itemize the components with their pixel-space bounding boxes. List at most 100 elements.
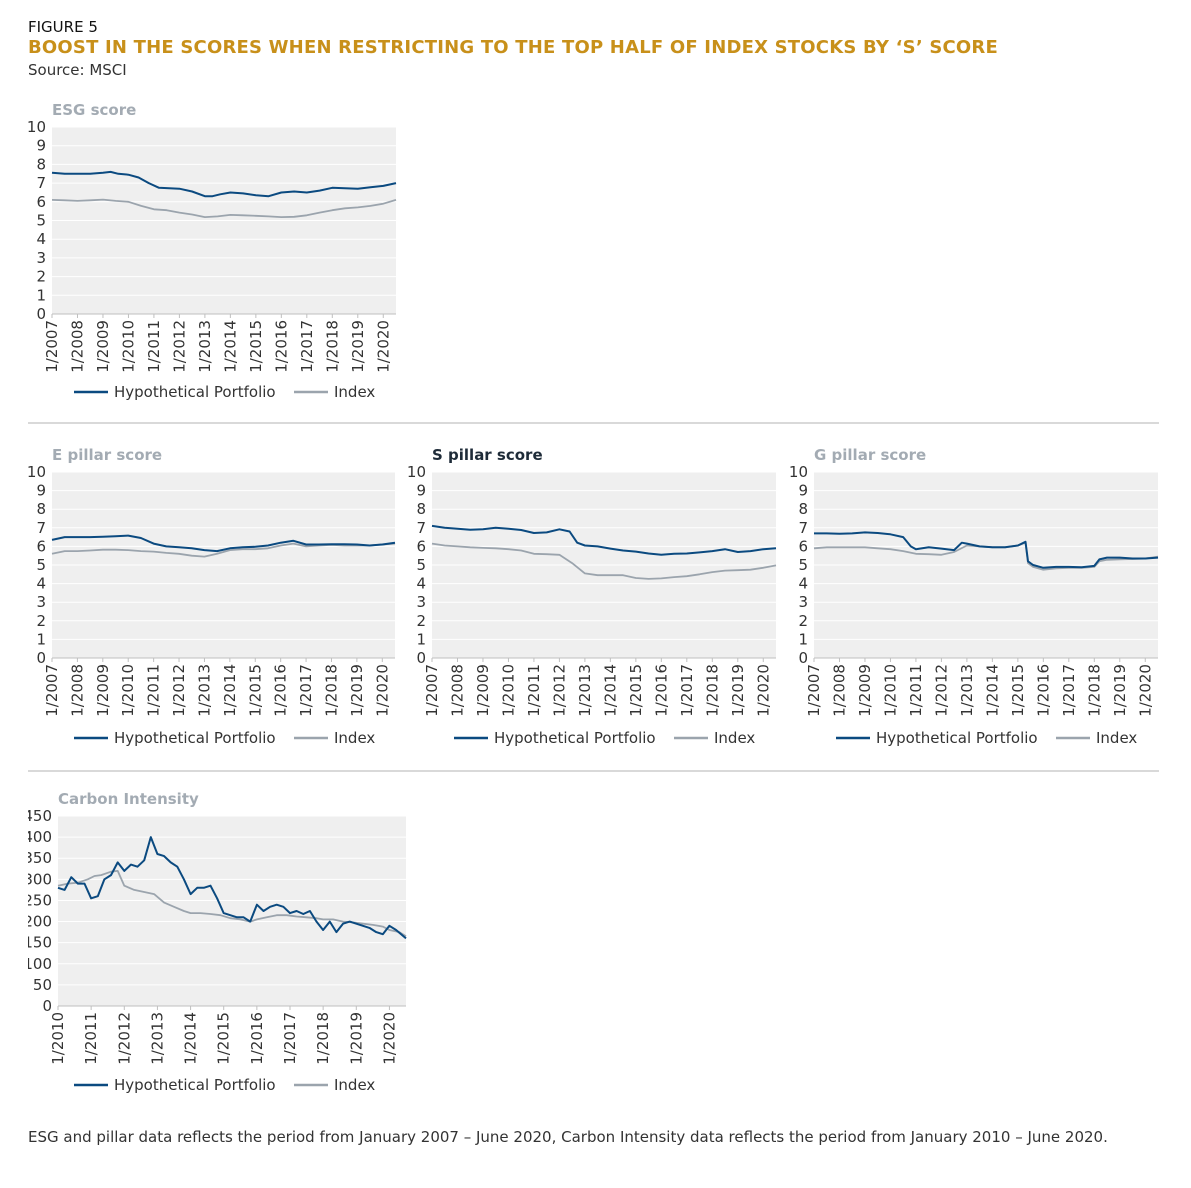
chart-panel-e: E pillar score 0 1 2 3 4 5 6 7 8 9 10 1/2007 1/2008 1/… <box>28 440 408 760</box>
x-tick-label: 1/2014 <box>182 1012 200 1065</box>
x-tick-label: 1/2011 <box>145 320 163 373</box>
x-tick-label: 1/2016 <box>248 1012 266 1065</box>
x-tick-label: 1/2007 <box>43 664 61 717</box>
y-tick-label: 2 <box>798 612 808 630</box>
x-tick-label: 1/2017 <box>678 664 696 717</box>
y-tick-label: 1 <box>36 630 46 648</box>
x-tick-label: 1/2009 <box>94 664 112 717</box>
x-tick-label: 1/2008 <box>68 320 86 373</box>
y-tick-label: 7 <box>36 519 46 537</box>
x-tick-label: 1/2011 <box>525 664 543 717</box>
x-tick-label: 1/2020 <box>754 664 772 717</box>
x-tick-label: 1/2014 <box>221 664 239 717</box>
y-tick-label: 9 <box>36 482 46 500</box>
y-tick-label: 7 <box>36 174 46 192</box>
legend-label-portfolio: Hypothetical Portfolio <box>494 729 656 747</box>
y-tick-label: 1 <box>798 630 808 648</box>
x-tick-label: 1/2012 <box>170 320 188 373</box>
y-tick-label: 2 <box>36 268 46 286</box>
series-line-index <box>431 542 777 580</box>
y-tick-label: 3 <box>798 593 808 611</box>
y-tick-label: 50 <box>33 976 52 994</box>
chart-panel-s: S pillar score 0 1 2 3 4 5 6 7 8 9 10 1/2007 1/2008 1/… <box>408 440 788 760</box>
x-tick-label: 1/2008 <box>448 664 466 717</box>
x-tick-label: 1/2009 <box>856 664 874 717</box>
y-tick-label: 3 <box>416 593 426 611</box>
x-tick-label: 1/2020 <box>374 320 392 373</box>
legend-label-portfolio: Hypothetical Portfolio <box>114 1076 276 1094</box>
y-tick-label: 3 <box>36 249 46 267</box>
x-tick-label: 1/2020 <box>380 1012 398 1065</box>
y-tick-label: 8 <box>798 500 808 518</box>
legend-label-index: Index <box>714 729 755 747</box>
chart-title: G pillar score <box>814 446 926 464</box>
chart-carbon-svg: Carbon Intensity 0 50 100 150 200 250 300 350 400… <box>28 790 407 1094</box>
y-tick-label: 4 <box>416 575 426 593</box>
x-tick-label: 1/2018 <box>323 320 341 373</box>
x-tick-label: 1/2012 <box>932 664 950 717</box>
y-tick-label: 7 <box>798 519 808 537</box>
y-tick-label: 2 <box>416 612 426 630</box>
x-tick-label: 1/2012 <box>550 664 568 717</box>
x-tick-label: 1/2011 <box>907 664 925 717</box>
y-tick-label: 6 <box>36 193 46 211</box>
legend-label-portfolio: Hypothetical Portfolio <box>876 729 1038 747</box>
x-tick-label: 1/2017 <box>298 320 316 373</box>
y-tick-label: 4 <box>36 230 46 248</box>
chart-panel-esg: ESG score 0 1 2 3 4 5 6 7 8 9 10 1/2007 1/2008 1/2009 1… <box>28 95 408 415</box>
x-tick-label: 1/2016 <box>652 664 670 717</box>
y-tick-label: 10 <box>408 463 426 481</box>
y-tick-label: 6 <box>798 537 808 555</box>
series-line-index <box>51 198 397 218</box>
y-tick-label: 350 <box>28 849 52 867</box>
y-tick-label: 150 <box>28 934 52 952</box>
y-tick-label: 400 <box>28 828 52 846</box>
x-tick-label: 1/2015 <box>247 320 265 373</box>
x-tick-label: 1/2009 <box>94 320 112 373</box>
chart-panel-g: G pillar score 0 1 2 3 4 5 6 7 8 9 10 1/2007 1/2008 1/… <box>790 440 1170 760</box>
x-tick-label: 1/2010 <box>881 664 899 717</box>
x-tick-label: 1/2019 <box>349 320 367 373</box>
y-tick-label: 0 <box>36 649 46 667</box>
x-tick-label: 1/2014 <box>983 664 1001 717</box>
y-tick-label: 4 <box>36 575 46 593</box>
x-tick-label: 1/2013 <box>576 664 594 717</box>
y-tick-label: 0 <box>416 649 426 667</box>
y-tick-label: 6 <box>416 537 426 555</box>
x-tick-label: 1/2015 <box>215 1012 233 1065</box>
y-tick-label: 1 <box>36 286 46 304</box>
y-tick-label: 4 <box>798 575 808 593</box>
x-tick-label: 1/2011 <box>145 664 163 717</box>
y-tick-label: 8 <box>36 500 46 518</box>
x-tick-label: 1/2019 <box>347 1012 365 1065</box>
y-tick-label: 200 <box>28 913 52 931</box>
x-tick-label: 1/2019 <box>729 664 747 717</box>
chart-panel-carbon: Carbon Intensity 0 50 100 150 200 250 300 350 400… <box>28 788 418 1108</box>
y-tick-label: 10 <box>28 118 46 136</box>
y-tick-label: 100 <box>28 955 52 973</box>
chart-title: E pillar score <box>52 446 162 464</box>
x-tick-label: 1/2008 <box>68 664 86 717</box>
x-tick-label: 1/2018 <box>314 1012 332 1065</box>
legend-label-portfolio: Hypothetical Portfolio <box>114 383 276 401</box>
y-tick-label: 5 <box>36 212 46 230</box>
legend-label-index: Index <box>334 383 375 401</box>
x-tick-label: 1/2019 <box>1111 664 1129 717</box>
x-tick-label: 1/2016 <box>1034 664 1052 717</box>
figure-source: Source: MSCI <box>28 61 127 79</box>
legend-label-index: Index <box>334 729 375 747</box>
x-tick-label: 1/2008 <box>830 664 848 717</box>
legend-label-portfolio: Hypothetical Portfolio <box>114 729 276 747</box>
y-tick-label: 9 <box>416 482 426 500</box>
x-tick-label: 1/2013 <box>195 664 213 717</box>
x-tick-label: 1/2010 <box>119 664 137 717</box>
y-tick-label: 300 <box>28 870 52 888</box>
x-tick-label: 1/2014 <box>601 664 619 717</box>
y-tick-label: 3 <box>36 593 46 611</box>
y-tick-label: 5 <box>416 556 426 574</box>
chart-title: S pillar score <box>432 446 543 464</box>
x-tick-label: 1/2013 <box>958 664 976 717</box>
series-line-index <box>51 542 396 558</box>
